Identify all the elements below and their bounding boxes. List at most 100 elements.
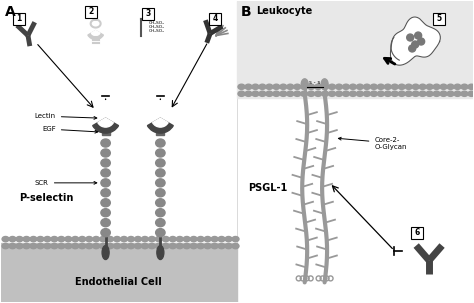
Ellipse shape xyxy=(114,243,120,249)
Ellipse shape xyxy=(259,91,266,96)
Ellipse shape xyxy=(102,245,109,259)
Ellipse shape xyxy=(100,236,107,242)
Text: CH₂SO₃: CH₂SO₃ xyxy=(148,25,164,28)
Text: SCR: SCR xyxy=(35,180,97,186)
Ellipse shape xyxy=(370,84,377,89)
Text: 4: 4 xyxy=(212,14,218,23)
Ellipse shape xyxy=(65,243,72,249)
Text: 6: 6 xyxy=(415,228,420,237)
Ellipse shape xyxy=(398,84,405,89)
Ellipse shape xyxy=(183,243,190,249)
Ellipse shape xyxy=(392,91,398,96)
Ellipse shape xyxy=(384,84,392,89)
Ellipse shape xyxy=(37,236,44,242)
Ellipse shape xyxy=(155,169,165,177)
Ellipse shape xyxy=(377,91,384,96)
Ellipse shape xyxy=(412,84,419,89)
FancyBboxPatch shape xyxy=(209,13,221,25)
Ellipse shape xyxy=(9,243,16,249)
Ellipse shape xyxy=(92,243,100,249)
Ellipse shape xyxy=(328,84,336,89)
Text: 3: 3 xyxy=(146,9,151,18)
Text: 5: 5 xyxy=(437,14,442,23)
Ellipse shape xyxy=(377,84,384,89)
Ellipse shape xyxy=(58,236,65,242)
Ellipse shape xyxy=(461,84,468,89)
Polygon shape xyxy=(391,38,406,60)
Ellipse shape xyxy=(37,243,44,249)
Ellipse shape xyxy=(204,243,211,249)
Ellipse shape xyxy=(155,219,165,227)
Ellipse shape xyxy=(343,84,349,89)
Ellipse shape xyxy=(447,91,454,96)
Ellipse shape xyxy=(101,209,110,217)
Ellipse shape xyxy=(259,84,266,89)
Ellipse shape xyxy=(398,91,405,96)
Ellipse shape xyxy=(315,91,322,96)
Ellipse shape xyxy=(356,84,364,89)
Ellipse shape xyxy=(433,84,440,89)
Text: 2: 2 xyxy=(88,7,93,16)
Circle shape xyxy=(407,34,414,41)
Ellipse shape xyxy=(44,236,51,242)
Ellipse shape xyxy=(454,91,461,96)
Ellipse shape xyxy=(294,91,301,96)
Ellipse shape xyxy=(128,243,135,249)
Ellipse shape xyxy=(101,159,110,167)
Ellipse shape xyxy=(370,91,377,96)
Ellipse shape xyxy=(162,243,169,249)
Text: PSGL-1: PSGL-1 xyxy=(248,183,287,193)
Text: A: A xyxy=(5,5,16,19)
Ellipse shape xyxy=(30,236,37,242)
Bar xyxy=(101,128,109,135)
Circle shape xyxy=(418,38,425,45)
Ellipse shape xyxy=(426,84,433,89)
Ellipse shape xyxy=(155,236,162,242)
Ellipse shape xyxy=(176,236,183,242)
Text: Endothelial Cell: Endothelial Cell xyxy=(75,278,162,288)
Ellipse shape xyxy=(2,236,9,242)
Ellipse shape xyxy=(23,243,30,249)
Ellipse shape xyxy=(405,84,412,89)
Text: B: B xyxy=(241,5,252,19)
Ellipse shape xyxy=(101,228,110,237)
Ellipse shape xyxy=(72,243,79,249)
Ellipse shape xyxy=(72,236,79,242)
Ellipse shape xyxy=(301,79,308,90)
Ellipse shape xyxy=(114,236,120,242)
Ellipse shape xyxy=(155,209,165,217)
Text: CH₂SO₃: CH₂SO₃ xyxy=(148,28,164,32)
Ellipse shape xyxy=(155,189,165,197)
Ellipse shape xyxy=(301,84,308,89)
Ellipse shape xyxy=(252,84,259,89)
Bar xyxy=(1,243,237,302)
Ellipse shape xyxy=(266,91,273,96)
Ellipse shape xyxy=(225,236,232,242)
Ellipse shape xyxy=(120,236,128,242)
Ellipse shape xyxy=(101,199,110,207)
Ellipse shape xyxy=(440,91,447,96)
Text: s - s: s - s xyxy=(309,80,320,85)
Ellipse shape xyxy=(308,84,315,89)
Ellipse shape xyxy=(349,84,356,89)
Ellipse shape xyxy=(392,84,398,89)
Ellipse shape xyxy=(232,236,239,242)
Ellipse shape xyxy=(79,243,86,249)
Ellipse shape xyxy=(155,159,165,167)
Ellipse shape xyxy=(225,243,232,249)
Ellipse shape xyxy=(86,236,92,242)
Ellipse shape xyxy=(273,91,280,96)
Ellipse shape xyxy=(211,236,218,242)
Ellipse shape xyxy=(79,236,86,242)
Ellipse shape xyxy=(349,91,356,96)
Ellipse shape xyxy=(287,84,294,89)
Ellipse shape xyxy=(100,243,107,249)
FancyBboxPatch shape xyxy=(13,13,25,25)
Circle shape xyxy=(409,45,416,52)
Ellipse shape xyxy=(128,236,135,242)
Text: 1: 1 xyxy=(17,14,22,23)
Wedge shape xyxy=(153,118,168,127)
Ellipse shape xyxy=(405,91,412,96)
Ellipse shape xyxy=(412,91,419,96)
FancyBboxPatch shape xyxy=(411,227,423,238)
